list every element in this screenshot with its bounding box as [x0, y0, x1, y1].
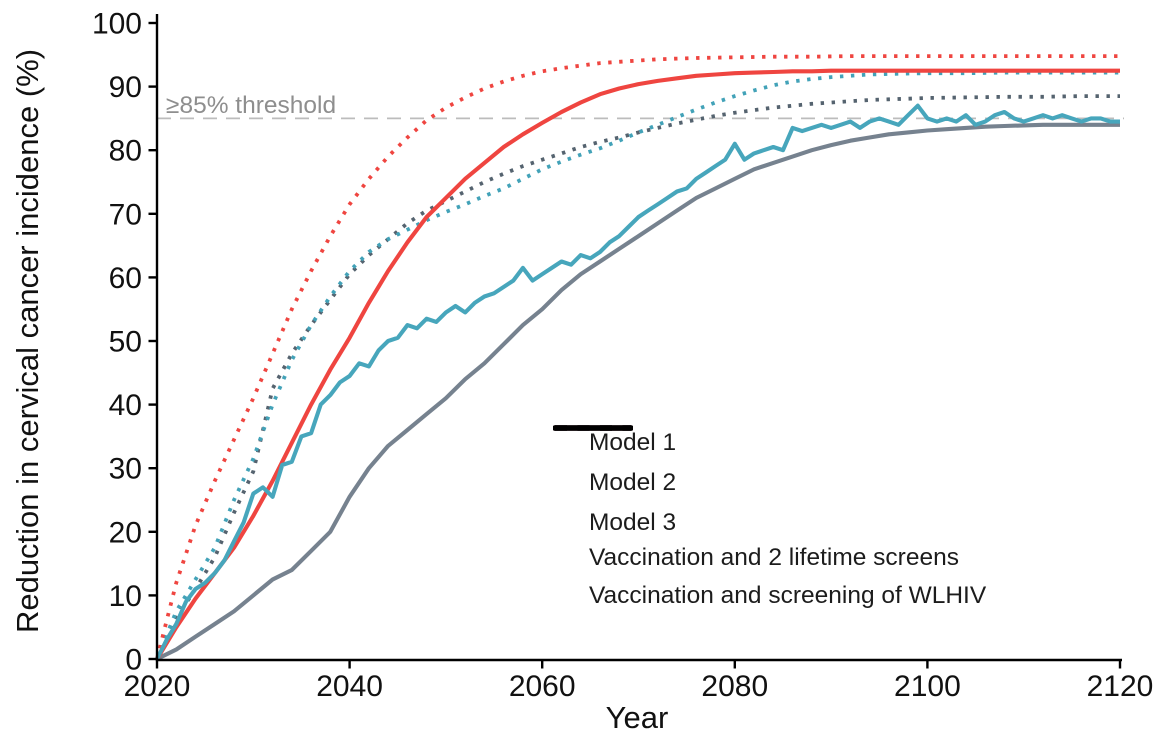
series-layer	[155, 54, 1120, 661]
x-tick-label: 2080	[701, 670, 768, 703]
y-tick-label: 30	[109, 453, 142, 486]
x-axis-title: Year	[606, 700, 669, 735]
y-tick-label: 100	[92, 8, 142, 41]
legend-item-scenario-1-label: Vaccination and 2 lifetime screens	[589, 544, 959, 571]
series-model-3-solid	[156, 122, 1120, 661]
legend-item-model-1: Model 1	[553, 423, 1113, 463]
y-tick-label: 70	[109, 198, 142, 231]
series-model-1-solid	[155, 103, 1120, 660]
y-tick-label: 80	[109, 135, 142, 168]
legend-item-scenario-1-swatch-icon	[553, 425, 633, 431]
tick-layer: 2020 2040 2060 2080 2100 2120 0 10 20 30 40 50 60 70 8…	[92, 8, 1153, 704]
legend-item-scenario-2: Vaccination and screening of WLHIV	[553, 425, 1113, 615]
legend-item-model-2-label: Model 2	[589, 469, 677, 496]
y-tick-label: 0	[125, 644, 142, 677]
y-tick-label: 20	[109, 516, 142, 549]
legend-item-scenario-1: Vaccination and 2 lifetime screens	[553, 425, 1113, 577]
y-axis-title: Reduction in cervical cancer incidence (…	[10, 49, 45, 633]
y-tick-label: 60	[109, 262, 142, 295]
y-tick-label: 40	[109, 389, 142, 422]
legend-item-model-3: Model 3	[553, 425, 1113, 543]
series-model-3-dotted	[155, 94, 1120, 660]
legend-item-scenario-2-label: Vaccination and screening of WLHIV	[589, 582, 987, 609]
y-tick-label: 50	[109, 326, 142, 359]
legend-item-model-1-label: Model 1	[589, 429, 677, 456]
legend-item-model-3-label: Model 3	[589, 509, 677, 536]
y-tick-label: 10	[109, 580, 142, 613]
legend: Model 1 Model 2 Model 3 Vaccination and 2 l…	[553, 423, 1113, 615]
series-model-2-solid	[155, 68, 1120, 661]
series-model-1-dotted	[155, 70, 1120, 660]
x-tick-label: 2100	[894, 670, 961, 703]
x-tick-label: 2040	[316, 670, 383, 703]
x-tick-label: 2020	[124, 670, 191, 703]
series-model-2-dotted	[155, 54, 1120, 660]
x-tick-label: 2120	[1087, 670, 1154, 703]
y-tick-label: 90	[109, 71, 142, 104]
x-tick-label: 2060	[509, 670, 576, 703]
legend-item-model-2: Model 2	[553, 425, 1113, 503]
threshold-label: ≥85% threshold	[166, 92, 336, 119]
legend-item-scenario-2-swatch-icon	[555, 425, 631, 431]
